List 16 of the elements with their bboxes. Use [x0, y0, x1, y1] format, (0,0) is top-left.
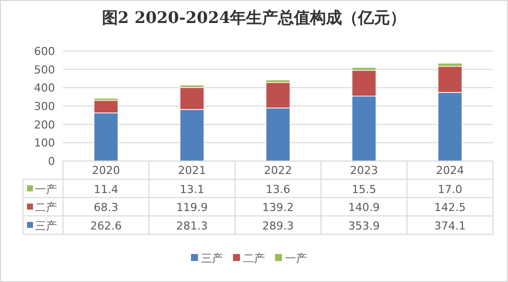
- y-tick-label: 400: [34, 82, 55, 95]
- y-tick-label: 500: [34, 63, 55, 76]
- legend-label: 二产: [35, 201, 57, 214]
- legend-label: 一产: [35, 182, 57, 196]
- chart-title: 图2 2020-2024年生产总值构成（亿元）: [102, 8, 406, 27]
- y-tick-label: 200: [34, 118, 55, 132]
- x-tick-label: 2024: [436, 164, 464, 177]
- x-tick-label: 2021: [178, 164, 206, 177]
- y-tick-label: 300: [34, 100, 55, 113]
- x-tick-label: 2023: [350, 164, 378, 177]
- x-tick-label: 2020: [92, 164, 120, 177]
- y-tick-label: 600: [34, 45, 55, 58]
- legend-label: 三产: [35, 219, 57, 232]
- y-tick-label: 0: [48, 155, 55, 168]
- y-tick-label: 100: [34, 136, 55, 150]
- x-tick-label: 2022: [264, 164, 292, 177]
